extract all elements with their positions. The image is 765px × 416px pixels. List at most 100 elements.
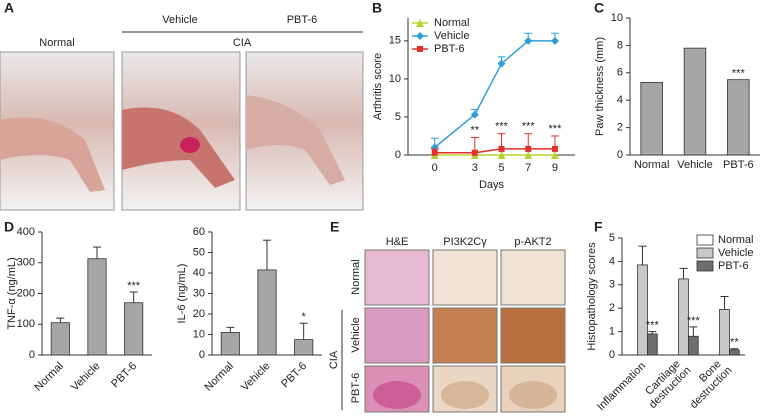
legend-swatch: [696, 260, 714, 272]
significance: ***: [732, 68, 746, 80]
y-tick-label: 1: [609, 326, 615, 338]
marker: [498, 145, 505, 152]
significance: ***: [522, 121, 536, 133]
legend-label: Normal: [718, 234, 753, 246]
x-tick-label: Bone destruction: [679, 356, 734, 411]
significance: ***: [495, 121, 509, 133]
y-tick-label: 50: [193, 246, 205, 258]
x-tick-label: Normal: [634, 159, 669, 171]
marker: [497, 151, 506, 159]
bar: [678, 278, 689, 356]
y-tick-label: 0: [617, 149, 623, 161]
row-label: Vehicle: [350, 317, 362, 352]
x-tick-label: Cartilage destruction: [638, 356, 693, 411]
x-tick-label: Vehicle: [69, 360, 103, 394]
y-tick-label: 60: [193, 226, 205, 238]
y-tick-label: 2: [609, 302, 615, 314]
marker: [471, 149, 478, 156]
panel-letter: F: [594, 219, 603, 235]
y-tick-label: 300: [17, 257, 35, 269]
y-tick-label: 3: [609, 279, 615, 291]
y-tick-label: 0: [29, 349, 35, 361]
legend-label: Vehicle: [434, 30, 469, 42]
bar: [257, 269, 277, 356]
y-tick-label: 200: [17, 287, 35, 299]
significance: **: [730, 337, 739, 349]
histology-image: [500, 249, 566, 306]
legend-swatch: [696, 234, 714, 246]
x-tick-label: 0: [432, 162, 438, 174]
legend-label: PBT-6: [434, 43, 465, 55]
y-axis-label: Arthritis score: [372, 53, 384, 120]
bar: [729, 349, 740, 356]
bar: [640, 81, 663, 156]
marker: [417, 46, 423, 52]
significance: ***: [549, 123, 563, 135]
x-tick-label: Normal: [202, 360, 236, 394]
histology-image: [364, 307, 430, 364]
y-tick-label: 15: [389, 35, 401, 47]
y-tick-label: 4: [609, 255, 615, 267]
bar: [719, 308, 730, 356]
marker: [497, 59, 506, 68]
x-tick-label: PBT-6: [279, 360, 309, 390]
x-tick-label: 9: [552, 162, 558, 174]
panel-letter: A: [4, 0, 14, 16]
marker: [470, 110, 479, 119]
paw-shape: [122, 107, 235, 188]
group-label: CIA: [233, 37, 252, 49]
y-tick-label: 5: [395, 111, 401, 123]
bar: [637, 264, 648, 356]
y-tick-label: 10: [193, 328, 205, 340]
tissue: [373, 381, 421, 409]
panel-e: H&E PI3K2Cγ p-AKT2 Normal Vehicle PBT-6 …: [328, 236, 566, 413]
group-label: Normal: [39, 37, 74, 49]
bar: [50, 322, 70, 356]
bar: [87, 258, 107, 356]
marker: [550, 151, 559, 159]
x-axis-label: Days: [479, 179, 505, 191]
x-tick-label: Normal: [32, 360, 66, 394]
group-label: CIA: [328, 350, 340, 369]
significance: ***: [127, 280, 141, 292]
legend-label: Vehicle: [718, 247, 753, 259]
legend-swatch: [696, 247, 714, 259]
column-label: H&E: [386, 236, 409, 248]
histology-image: [432, 307, 498, 364]
y-tick-label: 10: [389, 73, 401, 85]
x-tick-label: PBT-6: [723, 159, 754, 171]
bar: [727, 79, 750, 156]
x-tick-label: Vehicle: [677, 159, 712, 171]
y-tick-label: 30: [193, 287, 205, 299]
marker: [551, 145, 558, 152]
significance: ***: [646, 320, 660, 332]
marker: [431, 149, 438, 156]
x-tick-label: Vehicle: [239, 360, 273, 394]
marker: [416, 19, 424, 27]
y-tick-label: 5: [609, 232, 615, 244]
significance: *: [302, 311, 307, 323]
paw-shape: [246, 95, 345, 185]
y-tick-label: 0: [199, 349, 205, 361]
y-tick-label: 40: [193, 267, 205, 279]
y-axis-label: Histopathology scores: [586, 242, 598, 351]
y-axis-label: TNF-α (ng/mL): [6, 257, 18, 329]
group-label: PBT-6: [287, 14, 318, 26]
x-tick-label: 3: [472, 162, 478, 174]
histology-image: [364, 249, 430, 306]
marker: [524, 151, 533, 159]
y-tick-label: 2: [617, 122, 623, 134]
x-tick-label: Inflammation: [595, 360, 648, 413]
x-tick-label: 7: [525, 162, 531, 174]
y-tick-label: 6: [617, 67, 623, 79]
bar: [688, 335, 699, 356]
bar: [124, 302, 144, 356]
column-label: PI3K2Cγ: [443, 236, 487, 248]
y-tick-label: 20: [193, 308, 205, 320]
significance: **: [471, 124, 480, 136]
series-line: [434, 148, 555, 154]
y-tick-label: 0: [609, 349, 615, 361]
y-tick-label: 8: [617, 39, 623, 51]
bar: [647, 333, 658, 356]
